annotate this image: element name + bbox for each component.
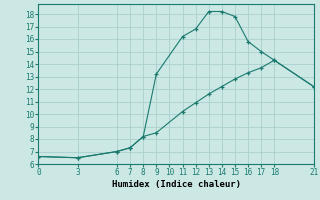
X-axis label: Humidex (Indice chaleur): Humidex (Indice chaleur) [111, 180, 241, 189]
